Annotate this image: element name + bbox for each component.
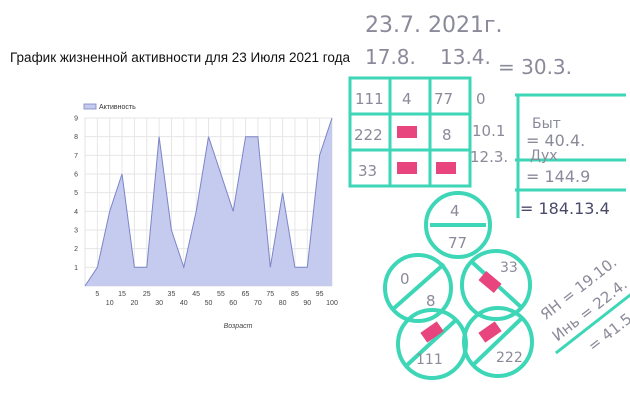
x-tick-label: 15 (118, 291, 126, 298)
diag-underline (554, 287, 630, 355)
circle-left-lower: 8 (426, 292, 436, 310)
legend-label: Активность (99, 104, 136, 111)
x-tick-label: 35 (168, 291, 176, 298)
handwritten-notes: 23.7. 2021г. 17.8. 13.4. = 30.3. 111 4 7… (348, 13, 630, 380)
x-tick-label: 65 (242, 291, 250, 298)
series-line-activity (84, 117, 333, 287)
circle-bottom-right-mark (478, 321, 502, 343)
grid-cell-1-3: 77 (434, 90, 453, 108)
page-title: График жизненной активности для 23 Июля … (10, 50, 351, 65)
note-grid (348, 76, 472, 188)
circle-right-upper: 33 (500, 260, 518, 276)
x-tick-label: 50 (205, 300, 213, 307)
series-area-activity (85, 118, 332, 286)
row-sum-3: 12.3. (470, 148, 508, 166)
circle-right-mark (478, 270, 502, 294)
grid-cell-2-2-mark (397, 126, 417, 138)
x-tick-label: 20 (131, 300, 139, 307)
row-sum-1: 0 (476, 90, 486, 108)
y-tick-label: 9 (74, 116, 78, 123)
x-tick-label: 85 (291, 291, 299, 298)
x-tick-label: 45 (192, 291, 200, 298)
x-tick-label: 90 (303, 300, 311, 307)
circle-top-upper: 4 (450, 202, 460, 220)
x-tick-label: 40 (180, 300, 188, 307)
y-tick-label: 2 (74, 246, 78, 253)
x-tick-label: 5 (95, 291, 99, 298)
x-tick-label: 100 (326, 300, 338, 307)
row-sum-2: 10.1 (472, 122, 505, 140)
totals-label-dukh: Дух (530, 148, 558, 164)
circle-top-lower: 77 (448, 234, 467, 252)
y-tick-label: 6 (74, 172, 78, 179)
y-tick-labels: 1 2 3 4 5 6 7 8 9 (74, 116, 78, 272)
circle-left-upper: 0 (400, 270, 410, 288)
note-line2c: = 30.3. (498, 55, 572, 79)
grid-cell-2-3: 8 (442, 126, 452, 144)
x-tick-label: 10 (106, 300, 114, 307)
y-tick-label: 8 (74, 134, 78, 141)
y-tick-label: 3 (74, 228, 78, 235)
x-tick-label: 80 (279, 300, 287, 307)
note-line2b: 13.4. (440, 45, 491, 69)
x-tick-label: 55 (217, 291, 225, 298)
note-date: 23.7. 2021г. (365, 13, 503, 38)
x-tick-label: 25 (143, 291, 151, 298)
x-tick-label: 70 (254, 300, 262, 307)
totals-box (515, 93, 626, 218)
grid-cell-3-1: 33 (358, 162, 377, 180)
x-axis-title: Возраст (224, 323, 253, 330)
x-tick-label: 75 (266, 291, 274, 298)
note-line2a: 17.8. (365, 45, 416, 69)
circle-bottom-left-lower: 111 (416, 352, 443, 368)
grid-cell-2-1: 222 (354, 126, 383, 144)
y-tick-label: 5 (74, 190, 78, 197)
x-tick-label: 95 (316, 291, 324, 298)
x-tick-label: 60 (229, 300, 237, 307)
grid-cell-1-1: 111 (355, 90, 384, 108)
totals-value-sum: = 184.13.4 (520, 199, 610, 218)
totals-value-dukh: = 144.9 (526, 167, 590, 186)
grid-cell-1-2: 4 (402, 90, 412, 108)
totals-label-byt: Быт (532, 116, 561, 132)
legend-swatch (83, 103, 97, 110)
x-tick-label: 30 (155, 300, 163, 307)
y-tick-label: 4 (74, 209, 78, 216)
y-tick-label: 7 (74, 153, 78, 160)
grid-cell-3-2-mark (397, 162, 417, 174)
grid-cell-3-3-mark (436, 162, 456, 174)
circle-bottom-left-mark (420, 321, 444, 343)
y-tick-label: 1 (74, 265, 78, 272)
circle-bottom-right-lower: 222 (496, 350, 523, 366)
totals-value-byt: = 40.4. (526, 131, 585, 150)
